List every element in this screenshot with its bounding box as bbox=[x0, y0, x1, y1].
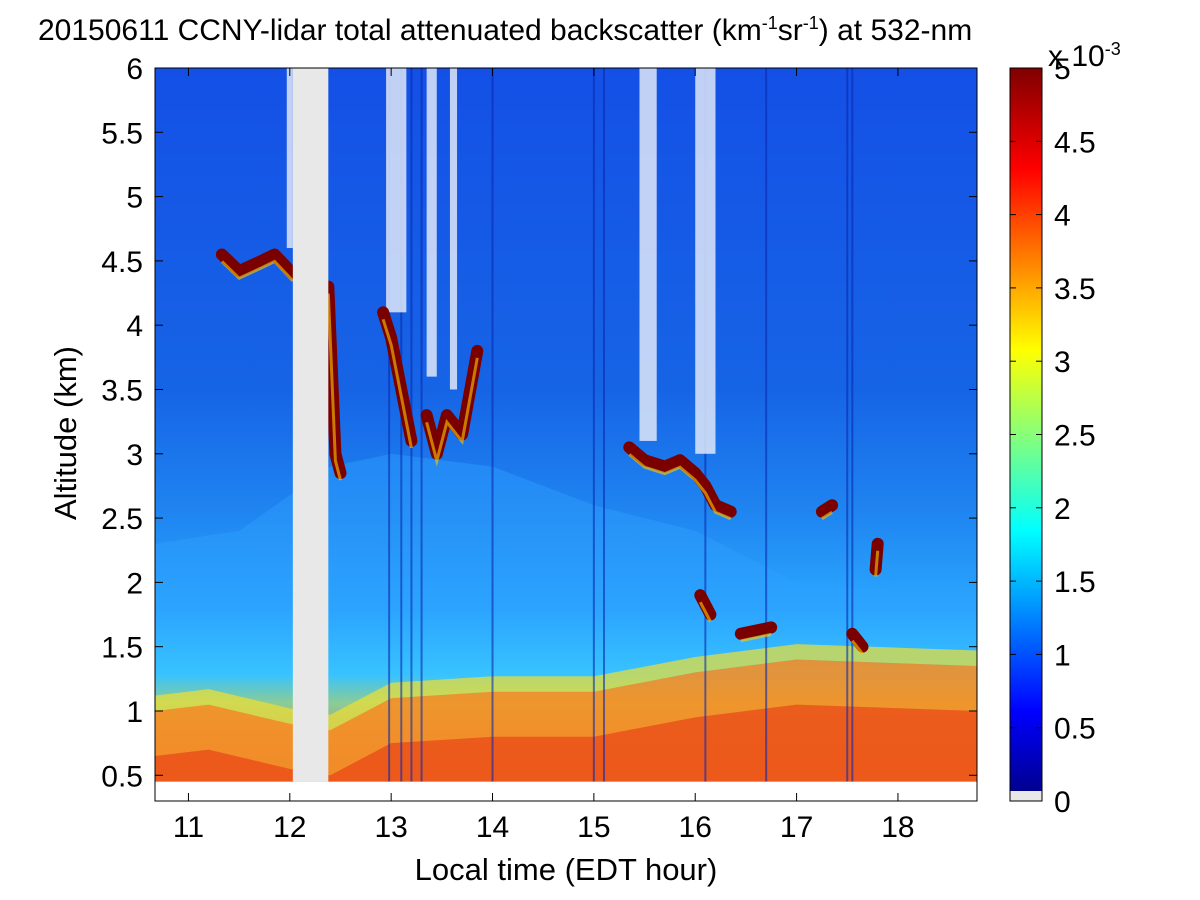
colorbar-tick-label: 1.5 bbox=[1054, 566, 1096, 599]
y-axis-label: Altitude (km) bbox=[48, 346, 83, 520]
y-tick-label: 3.5 bbox=[101, 374, 143, 407]
cloud-layer bbox=[846, 627, 869, 653]
y-tick-label: 0.5 bbox=[101, 760, 143, 793]
y-tick-label: 4 bbox=[126, 310, 143, 343]
x-axis-label: Local time (EDT hour) bbox=[414, 852, 718, 887]
noisy-column bbox=[695, 68, 716, 454]
colorbar-tick-label: 0 bbox=[1054, 786, 1071, 819]
colorbar-tick-label: 0.5 bbox=[1054, 713, 1096, 746]
cloud-layer bbox=[623, 441, 737, 518]
x-tick-label: 13 bbox=[374, 811, 407, 844]
x-tick-label: 15 bbox=[577, 811, 610, 844]
x-tick-label: 12 bbox=[273, 811, 306, 844]
cloud-base-edge bbox=[425, 357, 479, 467]
boundary-layer-top-edge bbox=[155, 644, 977, 731]
colorbar-tick-label: 3 bbox=[1054, 346, 1071, 379]
x-tick-label: 14 bbox=[476, 811, 509, 844]
cloud-base-edge bbox=[628, 453, 732, 521]
cloud-base-edge bbox=[698, 601, 712, 623]
noisy-column bbox=[286, 68, 293, 249]
x-tick-label: 18 bbox=[881, 811, 914, 844]
colorbar-tick-label: 4 bbox=[1054, 200, 1071, 233]
colorbar-multiplier: x 10-3 bbox=[1048, 39, 1121, 73]
y-tick-label: 5 bbox=[126, 182, 143, 215]
cloud-layer bbox=[215, 248, 299, 280]
colorbar-tick-label: 2.5 bbox=[1054, 420, 1096, 453]
noisy-column bbox=[449, 68, 458, 390]
colorbar-tick-label: 4.5 bbox=[1054, 126, 1096, 159]
cloud-base-edge bbox=[740, 632, 772, 643]
noisy-column bbox=[386, 68, 407, 313]
cloud-layer bbox=[734, 621, 778, 640]
colorbar-tick-label: 3.5 bbox=[1054, 273, 1096, 306]
y-tick-label: 3 bbox=[126, 439, 143, 472]
colorbar-tick-label: 5 bbox=[1054, 53, 1071, 86]
cloud-base-edge bbox=[326, 293, 342, 481]
x-tick-label: 16 bbox=[679, 811, 712, 844]
y-tick-label: 1 bbox=[126, 696, 143, 729]
colorbar-tick-label: 2 bbox=[1054, 493, 1071, 526]
cloud-base-edge bbox=[821, 510, 833, 520]
no-data-bottom bbox=[155, 781, 977, 801]
noisy-column bbox=[639, 68, 657, 441]
y-tick-label: 1.5 bbox=[101, 632, 143, 665]
no-data-gap bbox=[292, 68, 329, 782]
noisy-column bbox=[426, 68, 437, 377]
boundary-layer-core bbox=[155, 704, 977, 782]
cloud-base-edge bbox=[851, 639, 864, 655]
y-tick-label: 4.5 bbox=[101, 246, 143, 279]
colorbar-no-data bbox=[1010, 791, 1042, 801]
y-tick-label: 5.5 bbox=[101, 117, 143, 150]
colorbar-tick-label: 1 bbox=[1054, 639, 1071, 672]
y-tick-label: 6 bbox=[126, 53, 143, 86]
colorbar-gradient bbox=[1010, 68, 1042, 791]
chart-title: 20150611 CCNY-lidar total attenuated bac… bbox=[38, 13, 973, 47]
x-tick-label: 11 bbox=[173, 811, 204, 844]
cloud-base-edge bbox=[874, 550, 880, 577]
y-tick-label: 2.5 bbox=[101, 503, 143, 536]
x-tick-label: 17 bbox=[780, 811, 813, 844]
cloud-layer bbox=[694, 589, 717, 621]
cloud-base-edge bbox=[220, 259, 294, 282]
plot-frame bbox=[154, 67, 978, 802]
y-tick-label: 2 bbox=[126, 567, 143, 600]
cloud-layer bbox=[815, 499, 839, 518]
cloud-base-edge bbox=[381, 318, 413, 449]
